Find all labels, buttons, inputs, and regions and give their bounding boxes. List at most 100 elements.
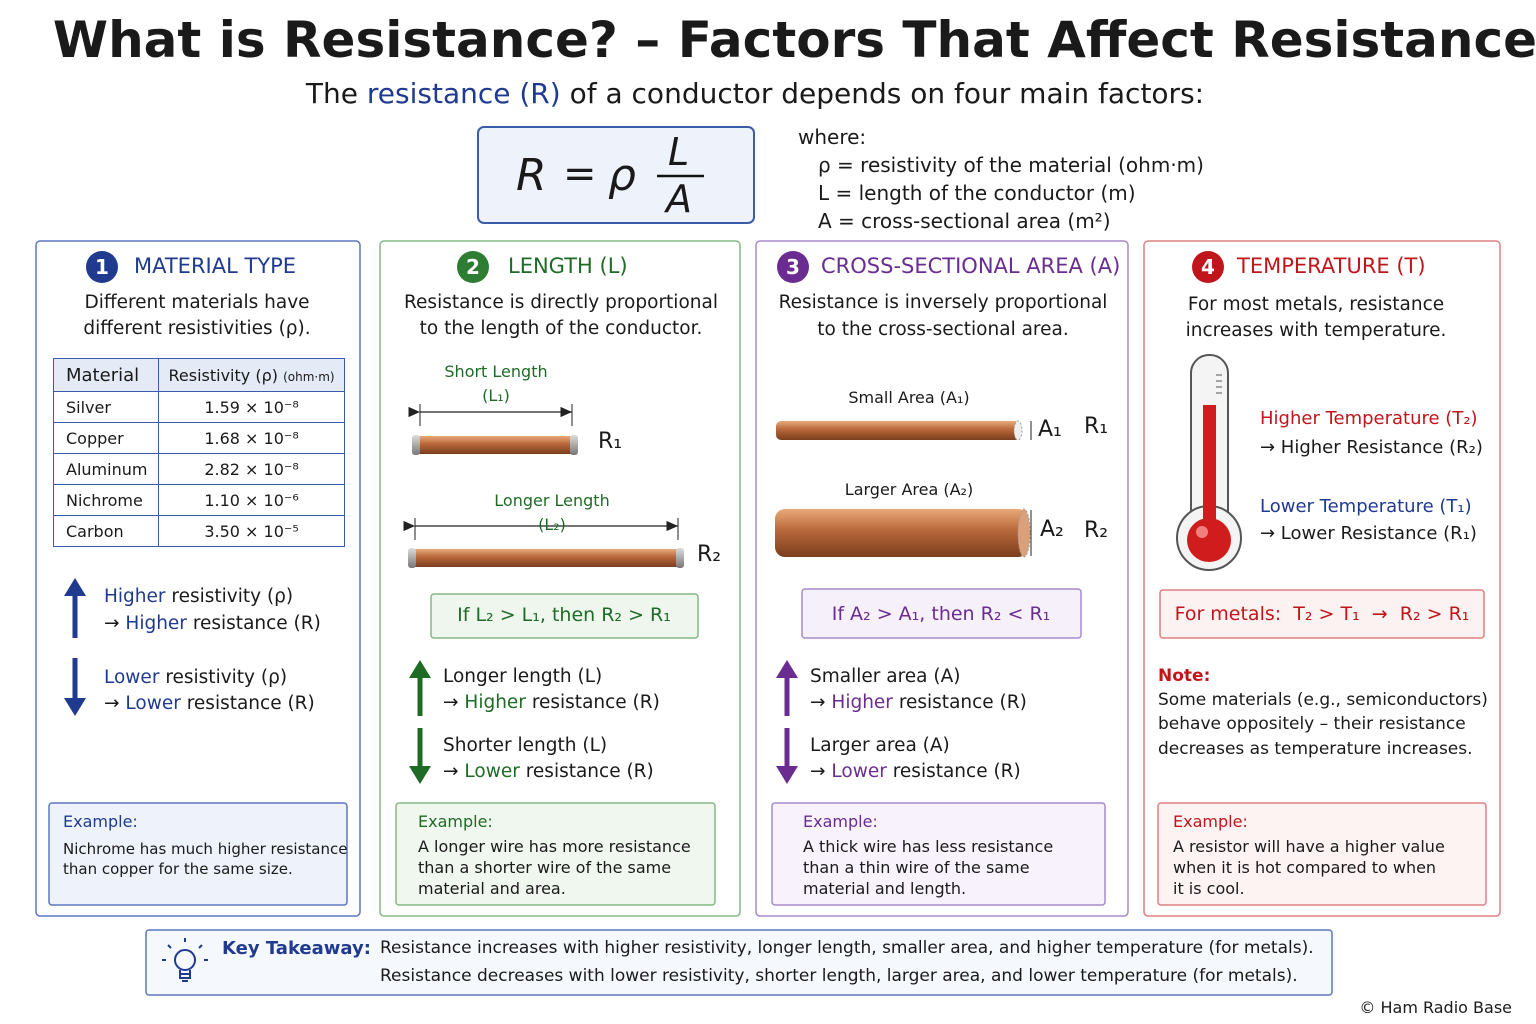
cell: 1.59 × 10⁻⁸ — [158, 391, 345, 423]
down-arrow — [409, 766, 431, 784]
table-header: Resistivity (ρ) (ohm·m) — [158, 358, 345, 392]
formula-symbol: = — [563, 151, 597, 197]
condition-box — [801, 588, 1082, 639]
formula-symbol: A — [666, 177, 692, 221]
wire-cap — [676, 548, 684, 568]
resistance-label: R₁ — [598, 429, 623, 454]
wire-label: Short Length — [444, 362, 548, 381]
example-text: Nichrome has much higher resistance — [63, 840, 348, 858]
thermometer-fluid — [1187, 518, 1231, 562]
temperature-label: Higher Temperature (T₂) — [1260, 408, 1478, 429]
number-badge — [457, 251, 489, 283]
arrow: → — [810, 761, 826, 782]
text: resistance (R) — [192, 613, 321, 634]
condition: If A₂ > A₁, then R₂ < R₁ — [831, 603, 1051, 625]
down-arrow — [776, 766, 798, 784]
down-arrow — [64, 698, 86, 716]
wire-symbol: (L₂) — [538, 515, 566, 534]
cell: Silver — [52, 391, 160, 423]
example-label: Example: — [418, 812, 493, 831]
cell: Copper — [52, 422, 160, 454]
example-text: A thick wire has less resistance — [803, 837, 1054, 856]
takeaway-text: Resistance decreases with lower resistiv… — [380, 966, 1298, 986]
number: 2 — [466, 255, 480, 279]
text: resistance (R) — [892, 761, 1021, 782]
text: resistance (R) — [525, 761, 654, 782]
subtitle-text: The — [305, 77, 358, 110]
subtitle: The resistance (R) of a conductor depend… — [306, 77, 1204, 111]
example-text: when it is hot compared to when — [1173, 858, 1437, 877]
heading: LENGTH (L) — [508, 254, 628, 278]
credit: © Ham Radio Base — [1359, 998, 1512, 1017]
table-header-unit: (ohm·m) — [283, 369, 335, 384]
wire-label: Larger Area (A₂) — [844, 480, 974, 499]
example-box — [1157, 802, 1487, 906]
description: different resistivities (ρ). — [83, 318, 311, 339]
where-label: where: — [798, 125, 867, 149]
example-text: it is cool. — [1173, 879, 1245, 898]
effect-line: Shorter length (L) — [443, 735, 608, 756]
panel-border — [1143, 240, 1501, 917]
panel-border — [755, 240, 1129, 917]
cell: Nichrome — [52, 484, 160, 516]
text: resistance (R) — [531, 692, 660, 713]
cell: 1.10 × 10⁻⁶ — [158, 484, 345, 516]
effect-line: Higher resistivity (ρ) — [104, 586, 293, 608]
condition-text: T₂ > T₁ → R₂ > R₁ — [1293, 603, 1470, 625]
condition-box — [1159, 589, 1485, 639]
number: 1 — [95, 255, 109, 279]
description: increases with temperature. — [1185, 320, 1447, 341]
note-text: Some materials (e.g., semiconductors) — [1158, 690, 1488, 710]
heading: TEMPERATURE (T) — [1237, 254, 1426, 278]
condition: If L₂ > L₁, then R₂ > R₁ — [457, 604, 671, 626]
arrow: → — [443, 761, 459, 782]
arrow: → — [104, 693, 120, 714]
description: Resistance is inversely proportional — [778, 292, 1108, 313]
wire-cap — [408, 548, 416, 568]
description: to the cross-sectional area. — [817, 319, 1069, 340]
number: 3 — [786, 255, 800, 279]
description: Different materials have — [84, 292, 310, 313]
example-label: Example: — [803, 812, 878, 831]
where-item: L = length of the conductor (m) — [818, 181, 1136, 205]
effect-line: → Higher resistance (R) — [810, 692, 1027, 714]
wire — [776, 421, 1020, 440]
number-badge — [86, 251, 118, 283]
effect-line: → Higher resistance (R) — [443, 692, 660, 714]
note-text: behave oppositely – their resistance — [1158, 714, 1466, 734]
where-item: A = cross-sectional area (m²) — [818, 209, 1111, 233]
where-item: ρ = resistivity of the material (ohm·m) — [818, 153, 1204, 177]
resistance-label: R₂ — [1084, 518, 1109, 543]
number: 4 — [1201, 255, 1215, 279]
table-header: Material — [52, 358, 160, 392]
takeaway-box — [145, 929, 1333, 996]
cell: 2.82 × 10⁻⁸ — [158, 453, 345, 485]
text: resistance (R) — [186, 693, 315, 714]
description: Resistance is directly proportional — [404, 292, 718, 313]
up-arrow — [409, 660, 431, 678]
example-box — [395, 802, 716, 906]
temperature-result: → Lower Resistance (R₁) — [1260, 523, 1477, 544]
resistance-label: R₂ — [697, 542, 722, 567]
wire-label: Small Area (A₁) — [848, 388, 970, 407]
number-badge — [1192, 251, 1224, 283]
text: resistance (R) — [898, 692, 1027, 713]
panel-border — [379, 240, 741, 917]
up-arrow — [776, 660, 798, 678]
effect-line: → Lower resistance (R) — [810, 761, 1021, 783]
highlight: Lower — [831, 761, 887, 782]
resistivity-table: Material Resistivity (ρ) (ohm·m) Silver 1.… — [52, 358, 345, 547]
example-text: than a shorter wire of the same — [418, 858, 672, 877]
wire-label: Longer Length — [494, 491, 610, 510]
example-text: material and length. — [803, 879, 967, 898]
formula-symbol: L — [668, 130, 690, 174]
wire-cap — [412, 435, 420, 455]
example-text: material and area. — [418, 879, 566, 898]
formula-box — [477, 126, 755, 224]
condition: For metals: T₂ > T₁ → R₂ > R₁ — [1175, 603, 1470, 626]
effect-line: → Higher resistance (R) — [104, 613, 321, 635]
highlight: Lower — [104, 667, 160, 688]
highlight: Higher — [104, 586, 166, 607]
